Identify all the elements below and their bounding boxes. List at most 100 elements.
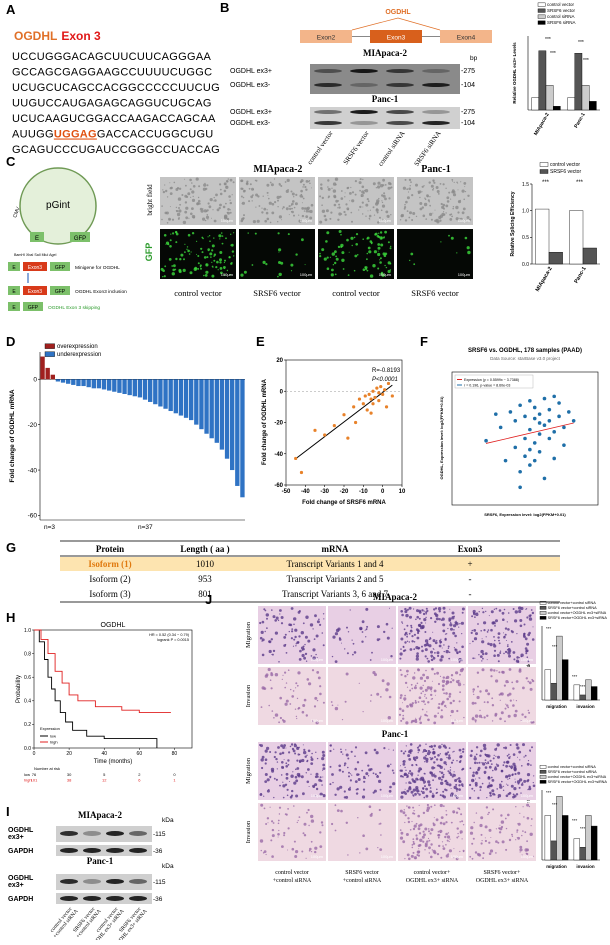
cell [369,274,374,278]
cell [191,207,194,211]
annotation: *** [546,626,552,631]
cell [356,254,359,256]
cell [445,187,447,189]
cell [213,219,217,223]
cell [456,827,459,830]
cell [410,854,414,858]
cell [385,210,389,214]
cell [422,690,424,693]
cell [219,192,223,196]
cell [317,676,321,680]
cell [524,848,528,852]
cell [418,793,421,796]
cell [283,759,285,761]
legend-swatch [537,20,546,25]
cell [310,814,314,819]
cell [426,840,429,843]
cell [349,192,352,195]
cell [417,814,421,818]
cell [507,792,510,796]
cell [408,641,410,643]
bar [569,210,584,265]
bar [544,815,551,861]
annotation: *** [583,58,589,64]
cell [526,656,529,658]
cell [385,266,388,269]
cell [363,780,366,783]
cell [424,844,428,848]
cell [319,831,322,834]
cell [341,770,344,773]
cell [503,632,505,634]
cell [504,746,508,750]
cell [476,612,478,614]
cell [273,796,275,799]
cell [407,754,411,758]
cell [427,701,430,704]
cell [282,781,284,783]
cell [271,828,275,832]
band [106,896,124,901]
cell [400,775,403,778]
cell [512,795,515,799]
cell [331,252,335,256]
cell [406,624,409,627]
cell [421,700,423,703]
cell [219,203,222,207]
cell [227,208,230,211]
cell [332,781,334,784]
cell [321,196,324,200]
scale-bar: 100μm [311,793,324,798]
cell [441,679,446,683]
cell [496,764,500,767]
cell [240,219,244,223]
cell [440,856,443,859]
cell [453,771,455,773]
cell [182,268,186,272]
cell [322,794,326,798]
cell [279,613,281,615]
cell [413,810,415,812]
cell [335,199,339,203]
cell [388,197,391,200]
cell [421,791,425,795]
cell [289,745,292,748]
cell [434,804,436,806]
cell [494,712,498,716]
cell [249,183,252,186]
cell [512,608,515,610]
cell [338,206,341,209]
cell [319,685,322,688]
blot [310,64,460,94]
bar [556,796,563,861]
legend-label: overexpression [57,344,98,350]
cell [478,853,482,857]
cell [409,770,412,773]
cell [369,219,371,221]
cell [400,673,403,676]
cell [437,764,440,767]
title-gene: OGDHL [14,29,57,43]
cell [329,749,332,753]
cell [419,676,423,680]
band [386,121,414,125]
cell [444,638,447,641]
cell [231,250,235,253]
risk-value: 101 [31,778,38,783]
cell [344,648,346,650]
cell [219,258,222,262]
cell [469,767,472,770]
cell [479,655,483,658]
cell [361,769,364,772]
cell [285,747,287,749]
cell [422,684,424,687]
cell [507,628,510,631]
point [537,421,542,425]
cell [461,211,465,215]
cell [320,821,324,824]
cell [299,180,303,184]
cell [526,642,530,646]
cell [480,749,483,753]
scale-bar: 100μm [451,657,464,662]
cell [437,193,440,195]
